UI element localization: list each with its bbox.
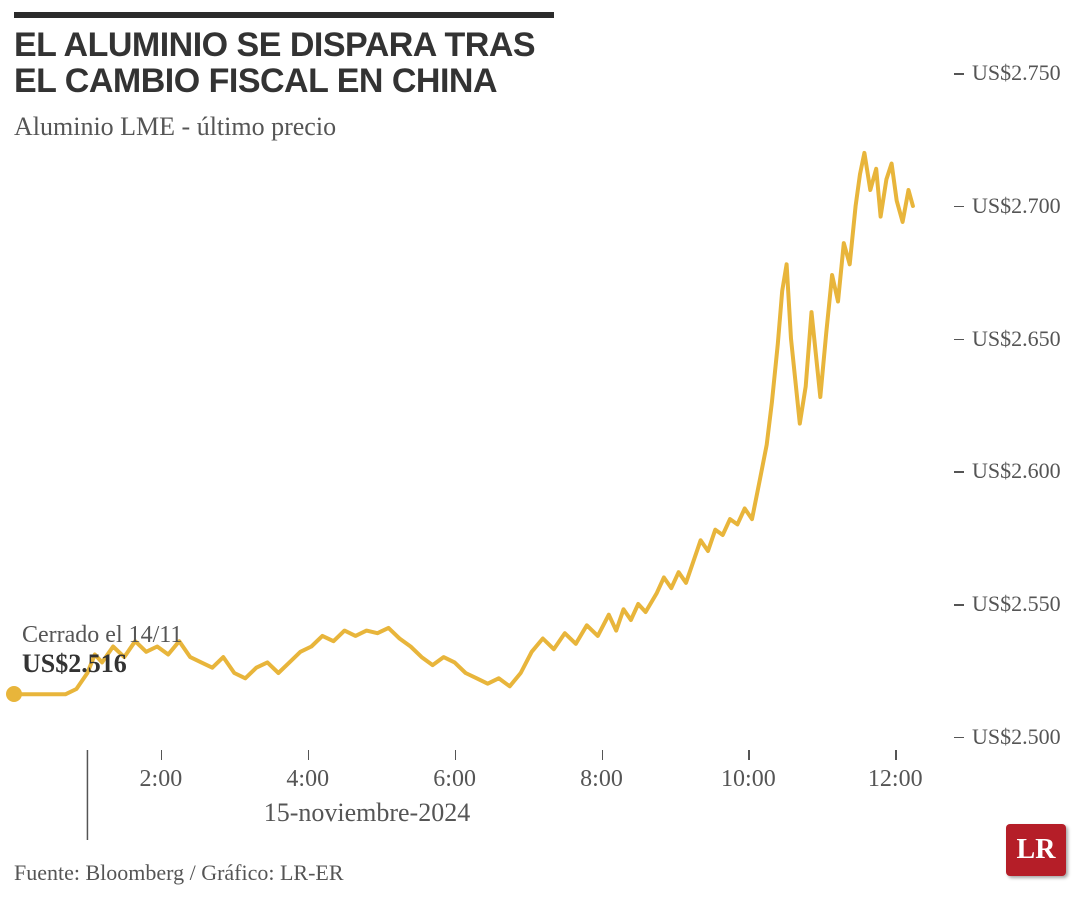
y-axis-label: US$2.550 (972, 591, 1061, 617)
y-axis-label: US$2.500 (972, 724, 1061, 750)
y-axis-label: US$2.700 (972, 193, 1061, 219)
y-axis-label: US$2.750 (972, 60, 1061, 86)
x-axis-label: 6:00 (433, 766, 476, 793)
line-chart-svg (14, 60, 954, 850)
x-axis-label: 8:00 (580, 766, 623, 793)
previous-close-label: Cerrado el 14/11 US$2.516 (22, 622, 182, 679)
y-tick (954, 471, 964, 473)
y-tick (954, 73, 964, 75)
x-axis-label: 4:00 (286, 766, 329, 793)
chart-plot-area: Cerrado el 14/11 US$2.516 (14, 60, 954, 750)
y-tick (954, 339, 964, 341)
x-tick (748, 750, 750, 760)
publication-logo-text: LR (1017, 834, 1056, 866)
x-tick (455, 750, 457, 760)
x-axis-label: 2:00 (140, 766, 183, 793)
previous-close-date: Cerrado el 14/11 (22, 622, 182, 649)
y-axis-label: US$2.650 (972, 326, 1061, 352)
x-tick (161, 750, 163, 760)
x-axis-label: 12:00 (868, 766, 923, 793)
x-tick (895, 750, 897, 760)
x-tick (308, 750, 310, 760)
y-tick (954, 604, 964, 606)
top-rule (14, 12, 554, 18)
publication-logo: LR (1006, 824, 1066, 876)
price-line (14, 153, 913, 694)
chart-source: Fuente: Bloomberg / Gráfico: LR-ER (14, 860, 344, 886)
x-axis-label: 10:00 (721, 766, 776, 793)
x-tick (602, 750, 604, 760)
title-line1: EL ALUMINIO SE DISPARA TRAS (14, 28, 535, 64)
y-tick (954, 206, 964, 208)
x-axis-date-label: 15-noviembre-2024 (264, 798, 471, 828)
y-tick (954, 737, 964, 739)
previous-close-value: US$2.516 (22, 649, 182, 679)
y-axis-label: US$2.600 (972, 458, 1061, 484)
